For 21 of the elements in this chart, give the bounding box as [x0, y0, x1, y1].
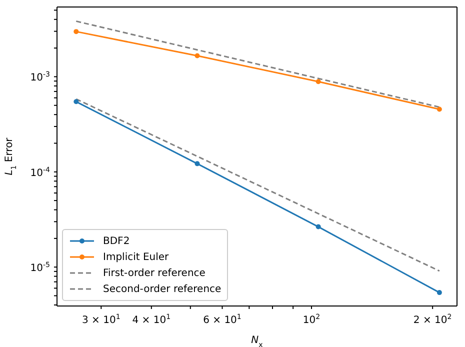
legend-label: BDF2 — [103, 236, 130, 246]
x-tick-label: 2 × 10$^{2}$ — [413, 313, 452, 326]
x-axis-title: N$_{x}$ — [251, 335, 263, 347]
x-tick-label: 6 × 10$^{1}$ — [203, 313, 242, 326]
point — [74, 99, 79, 104]
legend-label: Implicit Euler — [103, 252, 169, 262]
point — [316, 79, 321, 84]
x-tick-label: 10$^{2}$ — [302, 313, 320, 326]
y-tick-label: 10$^{-4}$ — [30, 166, 51, 179]
point — [74, 29, 79, 34]
point — [436, 290, 442, 296]
point — [194, 53, 200, 58]
y-tick-label: 10$^{-3}$ — [30, 70, 50, 84]
point — [436, 106, 442, 112]
x-tick-label: 3 × 10$^{1}$ — [82, 313, 120, 326]
x-tick-label: 4 × 10$^{1}$ — [132, 313, 171, 326]
point — [316, 224, 321, 230]
legend-label: Second-order reference — [103, 284, 222, 294]
y-tick-label: 10$^{-5}$ — [30, 261, 50, 274]
point — [194, 161, 200, 166]
legend-label: First-order reference — [103, 268, 206, 278]
